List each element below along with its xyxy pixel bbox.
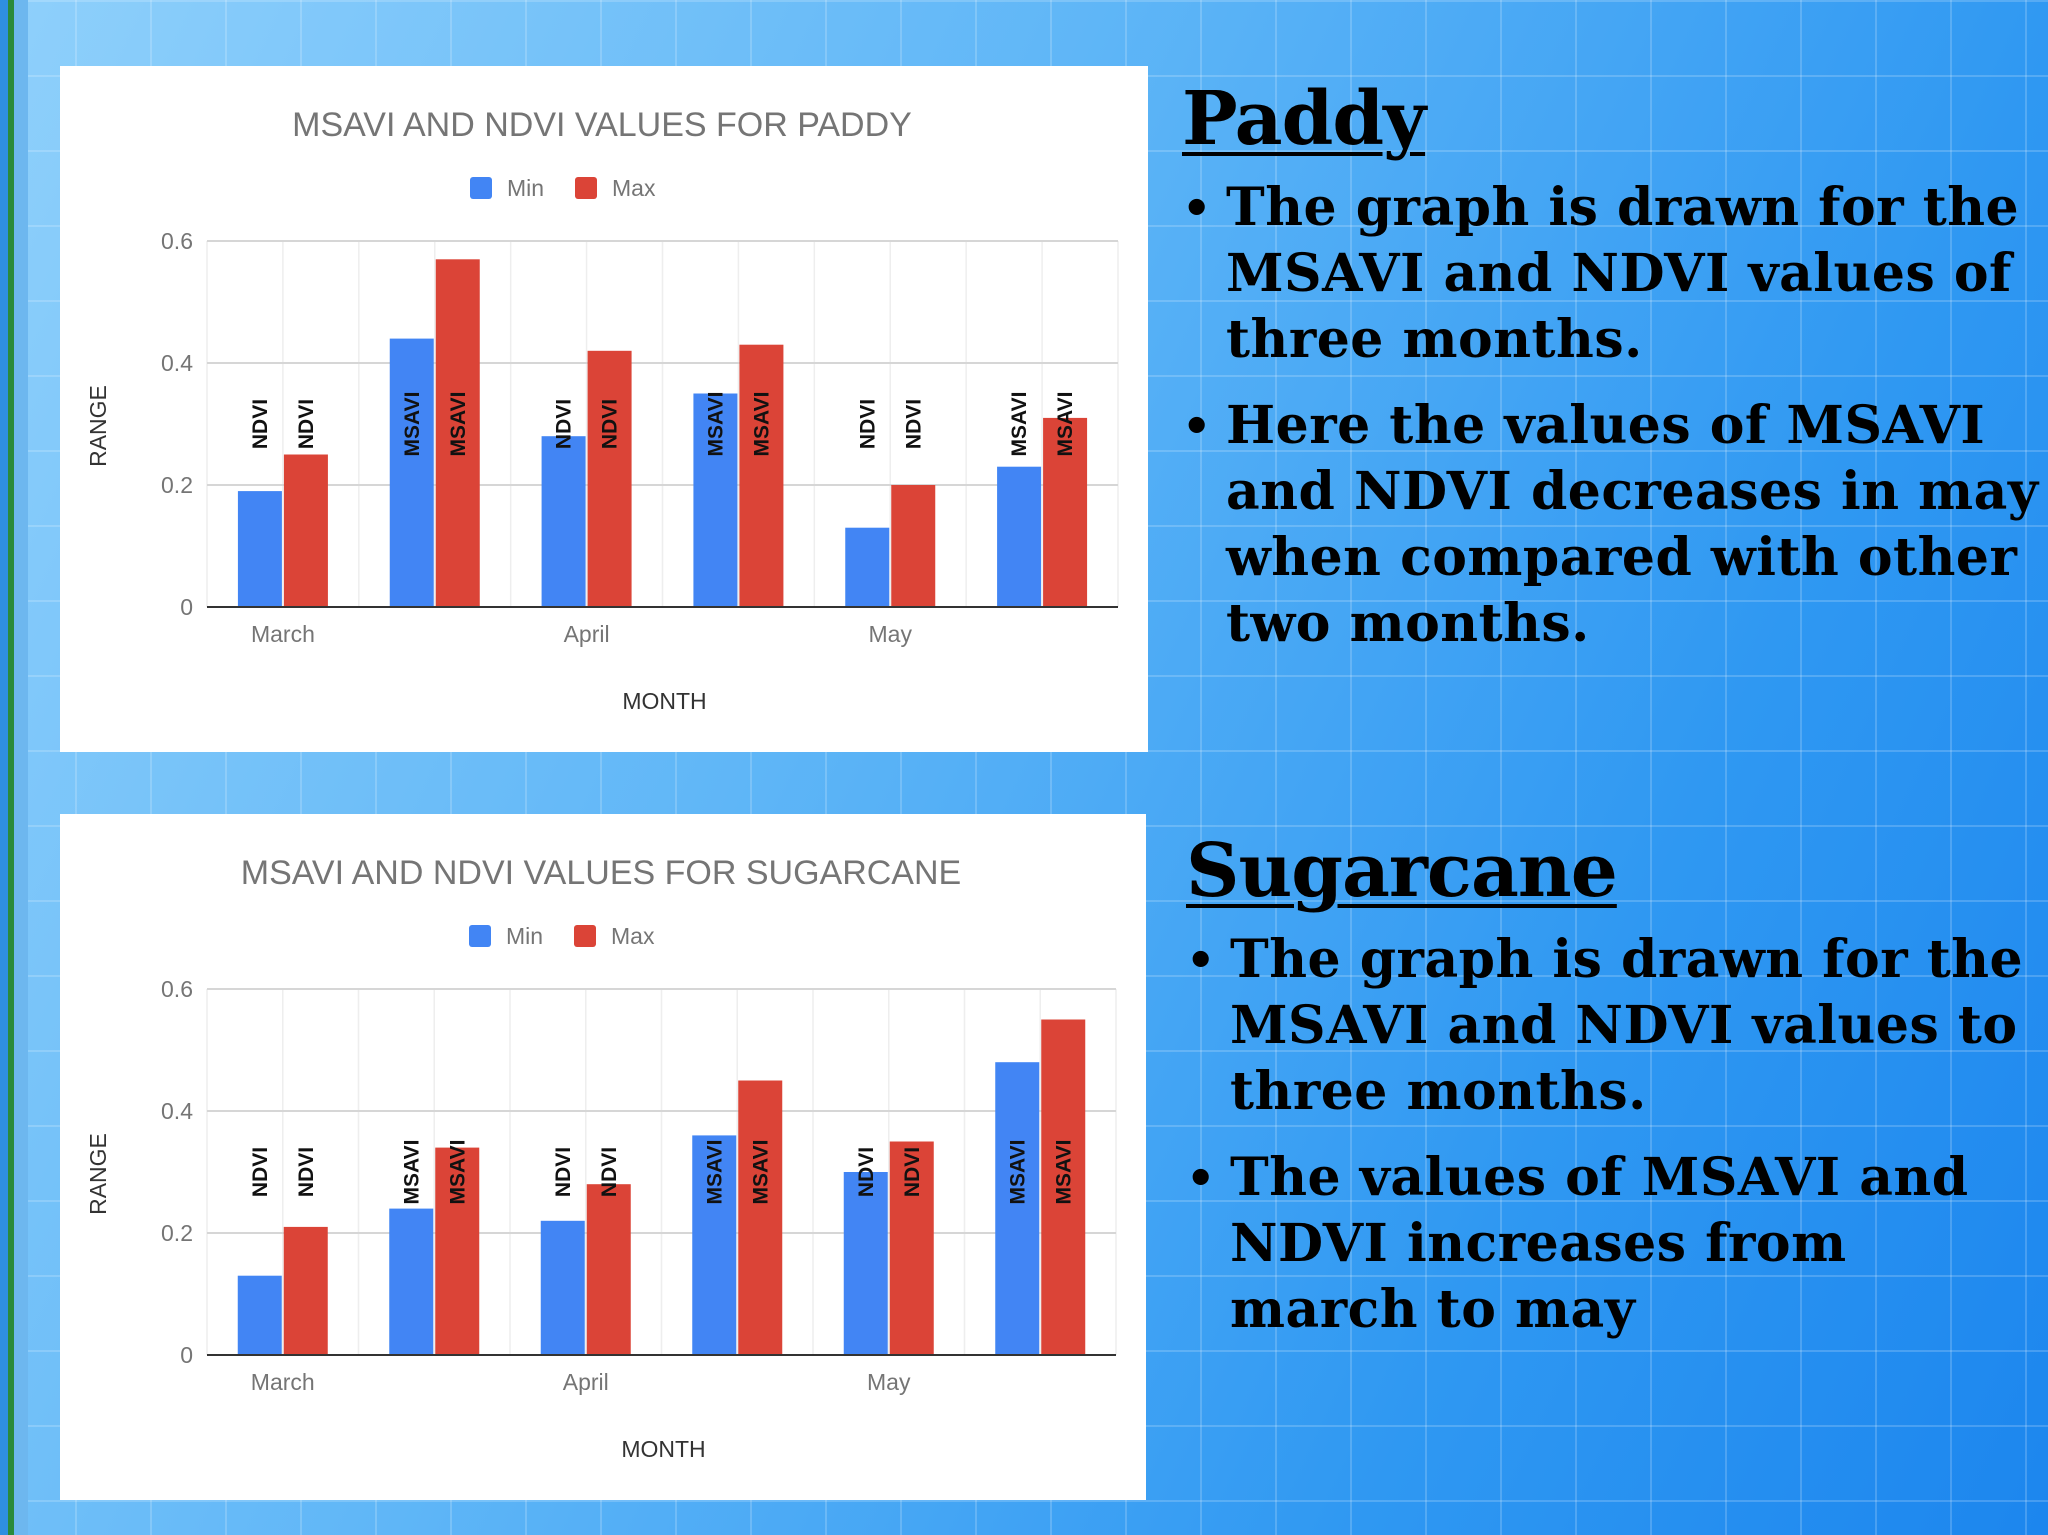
- bar-data-label: MSAVI: [447, 392, 470, 457]
- bar-data-label: MSAVI: [749, 1140, 772, 1205]
- bar-min: [237, 1275, 282, 1355]
- bar-min: [540, 1220, 585, 1355]
- x-axis-title: MONTH: [621, 1436, 705, 1462]
- bar-max: [435, 1147, 480, 1355]
- bar-max: [1041, 1019, 1086, 1355]
- bar-data-label: NDVI: [901, 1147, 924, 1197]
- paddy-bullet-2-text: Here the values of MSAVI and NDVI decrea…: [1226, 394, 2039, 654]
- bar-data-label: MSAVI: [446, 1140, 469, 1205]
- chart-title: MSAVI AND NDVI VALUES FOR PADDY: [292, 106, 912, 144]
- sugarcane-text-block: Sugarcane • The graph is drawn for the MS…: [1186, 830, 2044, 1363]
- y-tick-label: 0.2: [161, 472, 193, 498]
- bar-data-label: MSAVI: [1052, 1140, 1075, 1205]
- paddy-bullet-list: • The graph is drawn for the MSAVI and ND…: [1182, 175, 2042, 657]
- paddy-text-block: Paddy • The graph is drawn for the MSAVI …: [1182, 78, 2042, 677]
- bar-max: [738, 1080, 783, 1355]
- x-tick-label: April: [564, 621, 610, 647]
- bar-data-label: NDVI: [856, 399, 879, 449]
- bar-min: [389, 338, 434, 607]
- paddy-heading: Paddy: [1182, 76, 1426, 162]
- bar-data-label: NDVI: [902, 399, 925, 449]
- sugarcane-chart-panel: MSAVI AND NDVI VALUES FOR SUGARCANE Min Ma…: [60, 814, 1146, 1500]
- bar-data-label: MSAVI: [401, 392, 424, 457]
- bar-min: [693, 393, 738, 607]
- bar-max: [739, 344, 784, 607]
- paddy-chart-panel: MSAVI AND NDVI VALUES FOR PADDY Min Max 0 0.…: [60, 66, 1148, 752]
- bar-data-label: NDVI: [552, 1147, 575, 1197]
- bar-data-label: MSAVI: [750, 392, 773, 457]
- bar-min: [237, 491, 282, 607]
- bar-max: [891, 485, 936, 607]
- bar-min: [995, 1062, 1040, 1355]
- bullet-dot-icon: •: [1182, 398, 1212, 453]
- bar-max: [283, 1226, 328, 1355]
- legend-min-label: Min: [506, 923, 543, 949]
- bar-data-label: MSAVI: [704, 392, 727, 457]
- sugarcane-heading: Sugarcane: [1186, 828, 1618, 914]
- y-axis-title: RANGE: [85, 385, 111, 467]
- bar-data-label: MSAVI: [1054, 392, 1077, 457]
- bar-data-label: NDVI: [295, 1147, 318, 1197]
- sugarcane-chart: MSAVI AND NDVI VALUES FOR SUGARCANE Min Ma…: [85, 854, 1117, 1462]
- sugarcane-bullet-2: • The values of MSAVI and NDVI increases …: [1186, 1145, 2044, 1343]
- bar-max: [586, 1184, 631, 1355]
- bar-max: [283, 454, 328, 607]
- bar-min: [692, 1135, 737, 1355]
- bar-data-label: MSAVI: [1008, 392, 1031, 457]
- sugarcane-bullet-2-text: The values of MSAVI and NDVI increases f…: [1230, 1146, 1969, 1340]
- bar-max: [435, 259, 480, 607]
- bullet-dot-icon: •: [1186, 932, 1216, 987]
- bar-min: [845, 527, 890, 607]
- bar-data-label: NDVI: [855, 1147, 878, 1197]
- y-tick-label: 0.6: [161, 976, 193, 1002]
- x-tick-label: March: [251, 1369, 315, 1395]
- bar-max: [1043, 417, 1088, 607]
- paddy-chart: MSAVI AND NDVI VALUES FOR PADDY Min Max 0 0.…: [85, 106, 1119, 714]
- bar-min: [389, 1208, 434, 1355]
- x-tick-label: April: [563, 1369, 609, 1395]
- y-axis-title: RANGE: [85, 1133, 111, 1215]
- bar-max: [889, 1141, 934, 1355]
- legend-min-swatch: [469, 925, 491, 947]
- bar-min: [843, 1172, 888, 1355]
- sugarcane-bullet-list: • The graph is drawn for the MSAVI and ND…: [1186, 927, 2044, 1343]
- y-tick-label: 0: [180, 1342, 193, 1368]
- bar-data-label: NDVI: [598, 1147, 621, 1197]
- paddy-bullet-1: • The graph is drawn for the MSAVI and ND…: [1182, 175, 2042, 373]
- y-tick-label: 0.2: [161, 1220, 193, 1246]
- sugarcane-bullet-1-text: The graph is drawn for the MSAVI and NDV…: [1230, 928, 2024, 1122]
- x-tick-label: May: [867, 1369, 911, 1395]
- legend-max-swatch: [574, 925, 596, 947]
- paddy-bullet-1-text: The graph is drawn for the MSAVI and NDV…: [1226, 176, 2020, 370]
- bullet-dot-icon: •: [1182, 180, 1212, 235]
- y-tick-label: 0: [180, 594, 193, 620]
- bar-max: [587, 350, 632, 607]
- y-tick-label: 0.6: [161, 228, 193, 254]
- bar-data-label: MSAVI: [400, 1140, 423, 1205]
- legend-max-label: Max: [612, 175, 656, 201]
- legend-max-label: Max: [611, 923, 655, 949]
- left-decorative-stripe: [0, 0, 28, 1535]
- bar-min: [541, 436, 586, 607]
- legend-min-label: Min: [507, 175, 544, 201]
- bar-data-label: MSAVI: [703, 1140, 726, 1205]
- chart-title: MSAVI AND NDVI VALUES FOR SUGARCANE: [241, 854, 961, 892]
- sugarcane-bullet-1: • The graph is drawn for the MSAVI and ND…: [1186, 927, 2044, 1125]
- x-tick-label: March: [251, 621, 315, 647]
- bullet-dot-icon: •: [1186, 1150, 1216, 1205]
- legend-min-swatch: [470, 177, 492, 199]
- bar-data-label: NDVI: [249, 1147, 272, 1197]
- y-tick-label: 0.4: [161, 350, 193, 376]
- paddy-bullet-2: • Here the values of MSAVI and NDVI decre…: [1182, 393, 2042, 657]
- y-tick-label: 0.4: [161, 1098, 193, 1124]
- bar-data-label: NDVI: [599, 399, 622, 449]
- bar-data-label: NDVI: [553, 399, 576, 449]
- legend-max-swatch: [575, 177, 597, 199]
- bar-data-label: MSAVI: [1006, 1140, 1029, 1205]
- bar-data-label: NDVI: [295, 399, 318, 449]
- x-axis-title: MONTH: [622, 688, 706, 714]
- bar-data-label: NDVI: [249, 399, 272, 449]
- bar-min: [997, 466, 1042, 607]
- x-tick-label: May: [869, 621, 913, 647]
